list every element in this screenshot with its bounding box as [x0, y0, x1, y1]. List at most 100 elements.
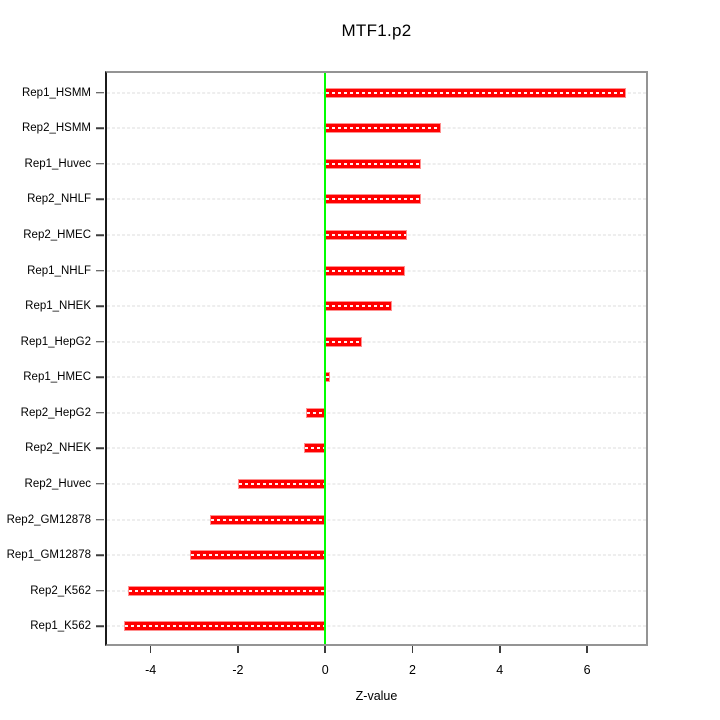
gridline — [107, 341, 646, 343]
bar-Rep2_HepG2 — [305, 407, 326, 418]
y-label-row: Rep2_HMEC — [0, 217, 105, 253]
x-tick-mark — [586, 646, 588, 653]
y-label-row: Rep1_HepG2 — [0, 324, 105, 360]
bar-row — [107, 253, 646, 289]
y-tick-label: Rep2_HepG2 — [20, 406, 91, 419]
x-tick-label: -4 — [145, 663, 157, 677]
y-tick-label: Rep1_GM12878 — [6, 549, 91, 562]
y-tick-label: Rep1_Huvec — [24, 157, 91, 170]
y-tick-mark — [96, 198, 104, 201]
y-label-row: Rep2_GM12878 — [0, 502, 105, 538]
y-tick-label: Rep2_Huvec — [24, 477, 91, 490]
x-axis-label: Z-value — [355, 689, 398, 703]
y-tick-mark — [96, 340, 104, 343]
plot-area — [105, 71, 648, 646]
gridline — [107, 590, 646, 592]
y-label-row: Rep2_NHEK — [0, 431, 105, 467]
bar-row — [107, 573, 646, 609]
y-tick-label: Rep2_NHLF — [27, 193, 91, 206]
y-label-row: Rep1_NHLF — [0, 253, 105, 289]
y-tick-label: Rep1_HepG2 — [20, 335, 91, 348]
y-tick-mark — [96, 234, 104, 236]
y-tick-mark — [96, 447, 104, 450]
bar-Rep1_K562 — [124, 621, 326, 632]
y-label-row: Rep1_GM12878 — [0, 537, 105, 573]
bar-Rep1_HepG2 — [325, 336, 362, 347]
x-tick-mark — [324, 646, 326, 653]
y-label-row: Rep1_HSMM — [0, 75, 105, 111]
y-tick-mark — [96, 589, 104, 592]
y-tick-mark — [96, 625, 104, 627]
y-tick-mark — [96, 92, 104, 94]
bar-row — [107, 75, 646, 111]
gridline — [107, 519, 646, 521]
bar-Rep2_GM12878 — [209, 514, 326, 525]
gridline — [107, 376, 646, 378]
x-tick-label: 6 — [583, 663, 591, 677]
y-label-row: Rep2_Huvec — [0, 466, 105, 502]
x-tick-label: -2 — [232, 663, 244, 677]
bar-row — [107, 182, 646, 218]
bar-row — [107, 466, 646, 502]
y-tick-label: Rep2_NHEK — [25, 442, 91, 455]
gridline — [107, 625, 646, 627]
x-tick-mark — [411, 646, 414, 653]
y-tick-mark — [96, 554, 104, 556]
x-tick-label: 0 — [321, 663, 329, 677]
gridline — [107, 412, 646, 414]
bar-row — [107, 608, 646, 644]
y-tick-label: Rep2_HMEC — [23, 229, 91, 242]
y-tick-mark — [96, 483, 104, 485]
gridline — [107, 554, 646, 556]
x-tick-mark — [237, 646, 239, 653]
y-tick-label: Rep2_K562 — [30, 584, 91, 597]
gridline — [107, 483, 646, 485]
bar-Rep1_NHLF — [325, 265, 406, 276]
bar-rows-container — [107, 73, 646, 644]
y-tick-mark — [96, 127, 104, 130]
bar-Rep2_Huvec — [237, 478, 326, 489]
bar-Rep1_GM12878 — [190, 550, 326, 561]
y-axis-labels: Rep1_HSMM Rep2_HSMM Rep1_Huvec Rep2_NHLF Rep… — [0, 73, 105, 644]
y-tick-label: Rep1_NHEK — [25, 300, 91, 313]
y-tick-label: Rep2_GM12878 — [6, 513, 91, 526]
bar-row — [107, 111, 646, 147]
y-tick-label: Rep1_HSMM — [21, 86, 91, 99]
bar-row — [107, 431, 646, 467]
bar-Rep2_NHEK — [303, 443, 326, 454]
y-tick-mark — [96, 269, 104, 272]
bar-Rep1_HSMM — [325, 87, 627, 98]
bar-row — [107, 502, 646, 538]
x-tick-mark — [149, 646, 152, 653]
x-tick-mark — [499, 646, 501, 653]
bar-row — [107, 395, 646, 431]
y-tick-label: Rep1_HMEC — [23, 371, 91, 384]
x-tick-label: 2 — [409, 663, 416, 677]
bar-row — [107, 146, 646, 182]
bar-row — [107, 537, 646, 573]
bar-Rep1_NHEK — [325, 301, 393, 312]
bar-Rep1_Huvec — [325, 158, 422, 169]
y-label-row: Rep1_K562 — [0, 608, 105, 644]
y-tick-mark — [96, 376, 104, 379]
y-label-row: Rep2_K562 — [0, 573, 105, 609]
y-label-row: Rep2_HSMM — [0, 111, 105, 147]
y-tick-mark — [96, 305, 104, 307]
y-tick-label: Rep1_NHLF — [27, 264, 91, 277]
y-label-row: Rep2_NHLF — [0, 182, 105, 218]
zero-line — [324, 73, 327, 644]
bar-row — [107, 217, 646, 253]
bar-row — [107, 360, 646, 396]
y-tick-mark — [96, 163, 104, 165]
bar-Rep2_NHLF — [325, 194, 422, 205]
bar-Rep2_HMEC — [325, 230, 407, 241]
y-label-row: Rep1_NHEK — [0, 288, 105, 324]
y-tick-mark — [96, 412, 104, 414]
bar-Rep2_HSMM — [325, 123, 441, 134]
y-tick-label: Rep2_HSMM — [21, 122, 91, 135]
y-label-row: Rep1_HMEC — [0, 360, 105, 396]
y-tick-label: Rep1_K562 — [30, 620, 91, 633]
chart-title: MTF1.p2 — [341, 21, 412, 40]
bar-row — [107, 324, 646, 360]
